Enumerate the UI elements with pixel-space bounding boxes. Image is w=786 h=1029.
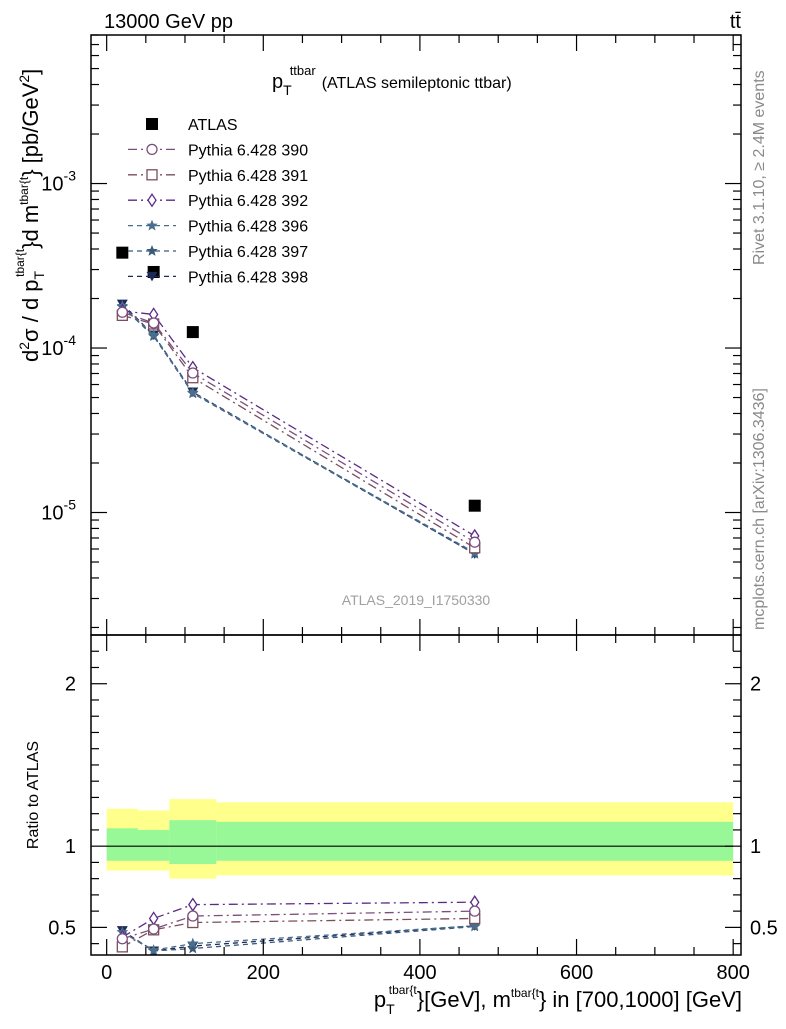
chart-title-rest: (ATLAS semileptonic ttbar) [322, 75, 512, 92]
main-series-line-4 [121, 305, 476, 554]
ratio-ytick-label-1: 1 [65, 836, 76, 858]
ratio-band-inner-1 [137, 829, 170, 861]
main-point-4-2 [187, 386, 199, 398]
ratio-ytick-label-right-2: 2 [750, 674, 761, 696]
ratio-point-0-0 [116, 933, 128, 945]
legend-entry-0: ATLAS [146, 117, 238, 134]
main-point-1-0 [116, 306, 128, 318]
ratio-point-3-2 [187, 937, 199, 949]
main-point-1-3 [469, 536, 481, 548]
legend-entry-1: Pythia 6.428 390 [128, 142, 308, 159]
ratio-series-line-5 [121, 925, 475, 952]
legend-marker-2 [146, 169, 158, 181]
ratio-series-line-1 [122, 917, 475, 948]
ratio-series-0 [116, 905, 481, 945]
ratio-band-inner-2 [169, 820, 217, 865]
header-left-label: 13000 GeV pp [104, 11, 233, 33]
ratio-point-3-1 [147, 944, 160, 955]
legend: ATLAS Pythia 6.428 390 Pythia 6.428 391 Pyt… [128, 117, 308, 286]
ratio-ytick-label-2: 2 [65, 674, 76, 696]
main-point-0-3 [468, 499, 481, 512]
ratio-xlabel: pTtbar{t}[GeV], mtbar{t} in [700,1000] [… [374, 983, 742, 1017]
ratio-xtick-label-0: 0 [101, 962, 112, 984]
main-series-1 [116, 306, 481, 548]
legend-label-2: Pythia 6.428 391 [188, 168, 308, 185]
legend-entry-2: Pythia 6.428 391 [128, 168, 308, 185]
ratio-series-line-2 [121, 901, 475, 938]
header-right-label: tt̄ [730, 11, 742, 33]
ratio-series-line-0 [122, 910, 475, 940]
legend-marker-1 [146, 143, 158, 156]
ratio-point-3-3 [469, 919, 481, 931]
chart-title: pTttbar (ATLAS semileptonic ttbar) [272, 63, 512, 98]
legend-entry-6: Pythia 6.428 398 [128, 269, 308, 286]
main-point-1-2 [187, 367, 199, 379]
legend-label-6: Pythia 6.428 398 [188, 269, 308, 286]
legend-entry-3: Pythia 6.428 392 [128, 193, 308, 210]
main-series-line-1 [122, 311, 476, 543]
main-ytick-label-1: 10-4 [41, 332, 76, 360]
legend-marker-4 [146, 219, 158, 231]
legend-entry-4: Pythia 6.428 396 [128, 219, 308, 236]
legend-label-5: Pythia 6.428 397 [188, 244, 308, 261]
main-ylabel: d2σ / d pTtbar{t}d mtbar{t} [pb/GeV2] [13, 69, 47, 362]
ratio-point-0-1 [148, 923, 160, 935]
main-point-0-0 [116, 246, 129, 259]
chart-title-main: p [272, 71, 283, 93]
ratio-band-inner-3 [216, 821, 734, 861]
ratio-panel: 0.5 0.5 1 1 2 2 0 200 400 600 800 Ratio to ATLAS p… [25, 634, 778, 1017]
ratio-ytick-label-0: 0.5 [48, 917, 76, 939]
ratio-xtick-label-3: 600 [560, 962, 593, 984]
legend-marker-0 [146, 118, 158, 130]
ratio-ytick-label-right-0: 0.5 [750, 917, 778, 939]
legend-label-1: Pythia 6.428 390 [188, 142, 308, 159]
main-ytick-label-0: 10-3 [41, 168, 76, 196]
chart-title-sup: ttbar [290, 63, 317, 78]
ratio-band-inner-0 [106, 828, 138, 861]
legend-marker-5 [146, 245, 158, 256]
main-series-line-5 [121, 306, 476, 555]
legend-label-4: Pythia 6.428 396 [188, 219, 308, 236]
legend-entry-5: Pythia 6.428 397 [128, 244, 308, 261]
main-series-line-3 [122, 310, 476, 537]
watermark: ATLAS_2019_I1750330 [342, 592, 491, 608]
ratio-xtick-label-1: 200 [247, 962, 280, 984]
legend-label-3: Pythia 6.428 392 [188, 193, 308, 210]
main-series-line-6 [121, 303, 476, 555]
chart-title-sub: T [283, 82, 292, 98]
main-ytick-label-2: 10-5 [41, 497, 76, 525]
main-point-1-1 [148, 317, 160, 329]
legend-label-0: ATLAS [188, 117, 238, 134]
ratio-frame [90, 634, 742, 956]
ratio-ytick-label-right-1: 1 [750, 836, 761, 858]
ratio-xtick-label-4: 800 [716, 962, 749, 984]
main-point-0-2 [186, 326, 199, 339]
main-point-4-1 [147, 329, 160, 340]
ratio-point-4-2 [187, 942, 199, 954]
rivet-label: Rivet 3.1.10, ≥ 2.4M events [751, 70, 768, 265]
mcplots-label: mcplots.cern.ch [arXiv:1306.3436] [751, 388, 768, 630]
main-panel: 10-3 10-4 10-5 pTttbar (ATLAS semileptonic … [13, 34, 742, 636]
legend-marker-6 [146, 271, 158, 282]
ratio-point-0-2 [187, 910, 199, 922]
legend-marker-3 [147, 193, 157, 208]
ratio-xtick-label-2: 400 [403, 962, 436, 984]
ratio-series-line-3 [122, 925, 475, 951]
main-series-line-2 [122, 314, 476, 549]
ratio-point-0-3 [469, 905, 481, 917]
ratio-ylabel: Ratio to ATLAS [25, 741, 42, 849]
